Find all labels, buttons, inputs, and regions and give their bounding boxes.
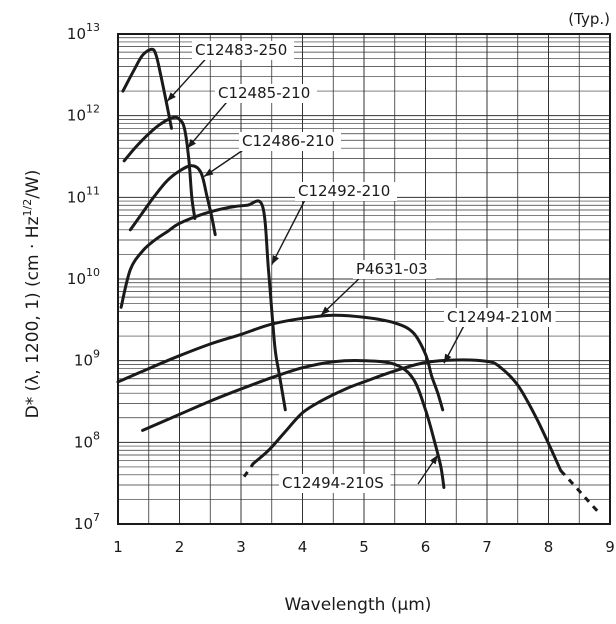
x-tick-label: 3 [236,538,246,556]
x-tick-label: 2 [175,538,185,556]
y-tick-label: 1011 [67,184,100,206]
label-bg [215,84,317,103]
y-axis-title: D* (λ, 1200, 1) (cm · Hz1/2/W) [21,170,43,419]
label-leader [271,193,309,265]
y-axis-title-sup: 1/2 [21,199,34,217]
series-label: P4631-03 [356,260,428,278]
series-line-P4631-03 [116,313,445,412]
label-leader [320,271,367,316]
y-tick-label: 109 [74,348,100,370]
label-arrowhead [443,353,452,364]
x-tick-labels: 1 2 3 4 5 6 7 8 9 [113,538,615,556]
curves [116,47,602,516]
series-extension-C12494-210M [559,469,602,516]
x-tick-label: 1 [113,538,123,556]
series-line-C12485-210 [122,115,197,220]
typ-note: (Typ.) [568,10,610,28]
series-label: C12486-210 [242,132,334,150]
series-label: C12483-250 [195,41,287,59]
label-bg [192,41,294,60]
label-arrowhead [320,306,330,316]
y-tick-label: 1012 [67,103,100,125]
label-leader [186,95,233,149]
series-line-C12483-250 [121,47,173,130]
label-bg [295,182,397,201]
series-extension-C12494-210M [242,462,255,478]
y-tick-label: 1013 [67,21,100,43]
label-bg [444,308,556,327]
y-tick-label: 108 [74,429,100,451]
x-axis-title: Wavelength (µm) [285,595,432,615]
series-label: C12494-210M [447,308,552,326]
y-tick-label: 1010 [67,266,100,288]
x-tick-label: 4 [298,538,308,556]
x-tick-label: 5 [359,538,369,556]
label-arrowhead [429,454,438,465]
label-arrowhead [271,255,279,265]
series-label: C12494-210S [282,474,384,492]
y-tick-labels: 107 108 109 1010 1011 1012 1013 [67,21,100,533]
label-bg [279,474,391,493]
series-line-C12494-210S [141,358,446,489]
curve-labels: C12483-250 C12485-210 C12486-210 C12492-210… [166,41,556,493]
label-bg [353,260,436,279]
series-line-C12492-210 [119,199,287,412]
plot-frame [117,33,611,525]
label-leader [166,51,213,102]
y-axis-title-tail: /W) [23,170,43,199]
label-arrowhead [167,92,176,102]
x-tick-label: 9 [605,538,615,556]
y-axis-title-main: D* (λ, 1200, 1) (cm · Hz [23,216,43,418]
y-tick-label: 107 [74,511,100,533]
label-arrowhead [204,168,214,177]
x-tick-label: 8 [544,538,554,556]
x-tick-label: 6 [421,538,431,556]
label-bg [239,132,341,151]
series-label: C12485-210 [218,84,310,102]
label-arrowhead [187,139,196,149]
series-line-C12494-210M [251,358,563,473]
x-tick-label: 7 [482,538,492,556]
series-label: C12492-210 [298,182,390,200]
series-line-C12486-210 [128,164,217,237]
